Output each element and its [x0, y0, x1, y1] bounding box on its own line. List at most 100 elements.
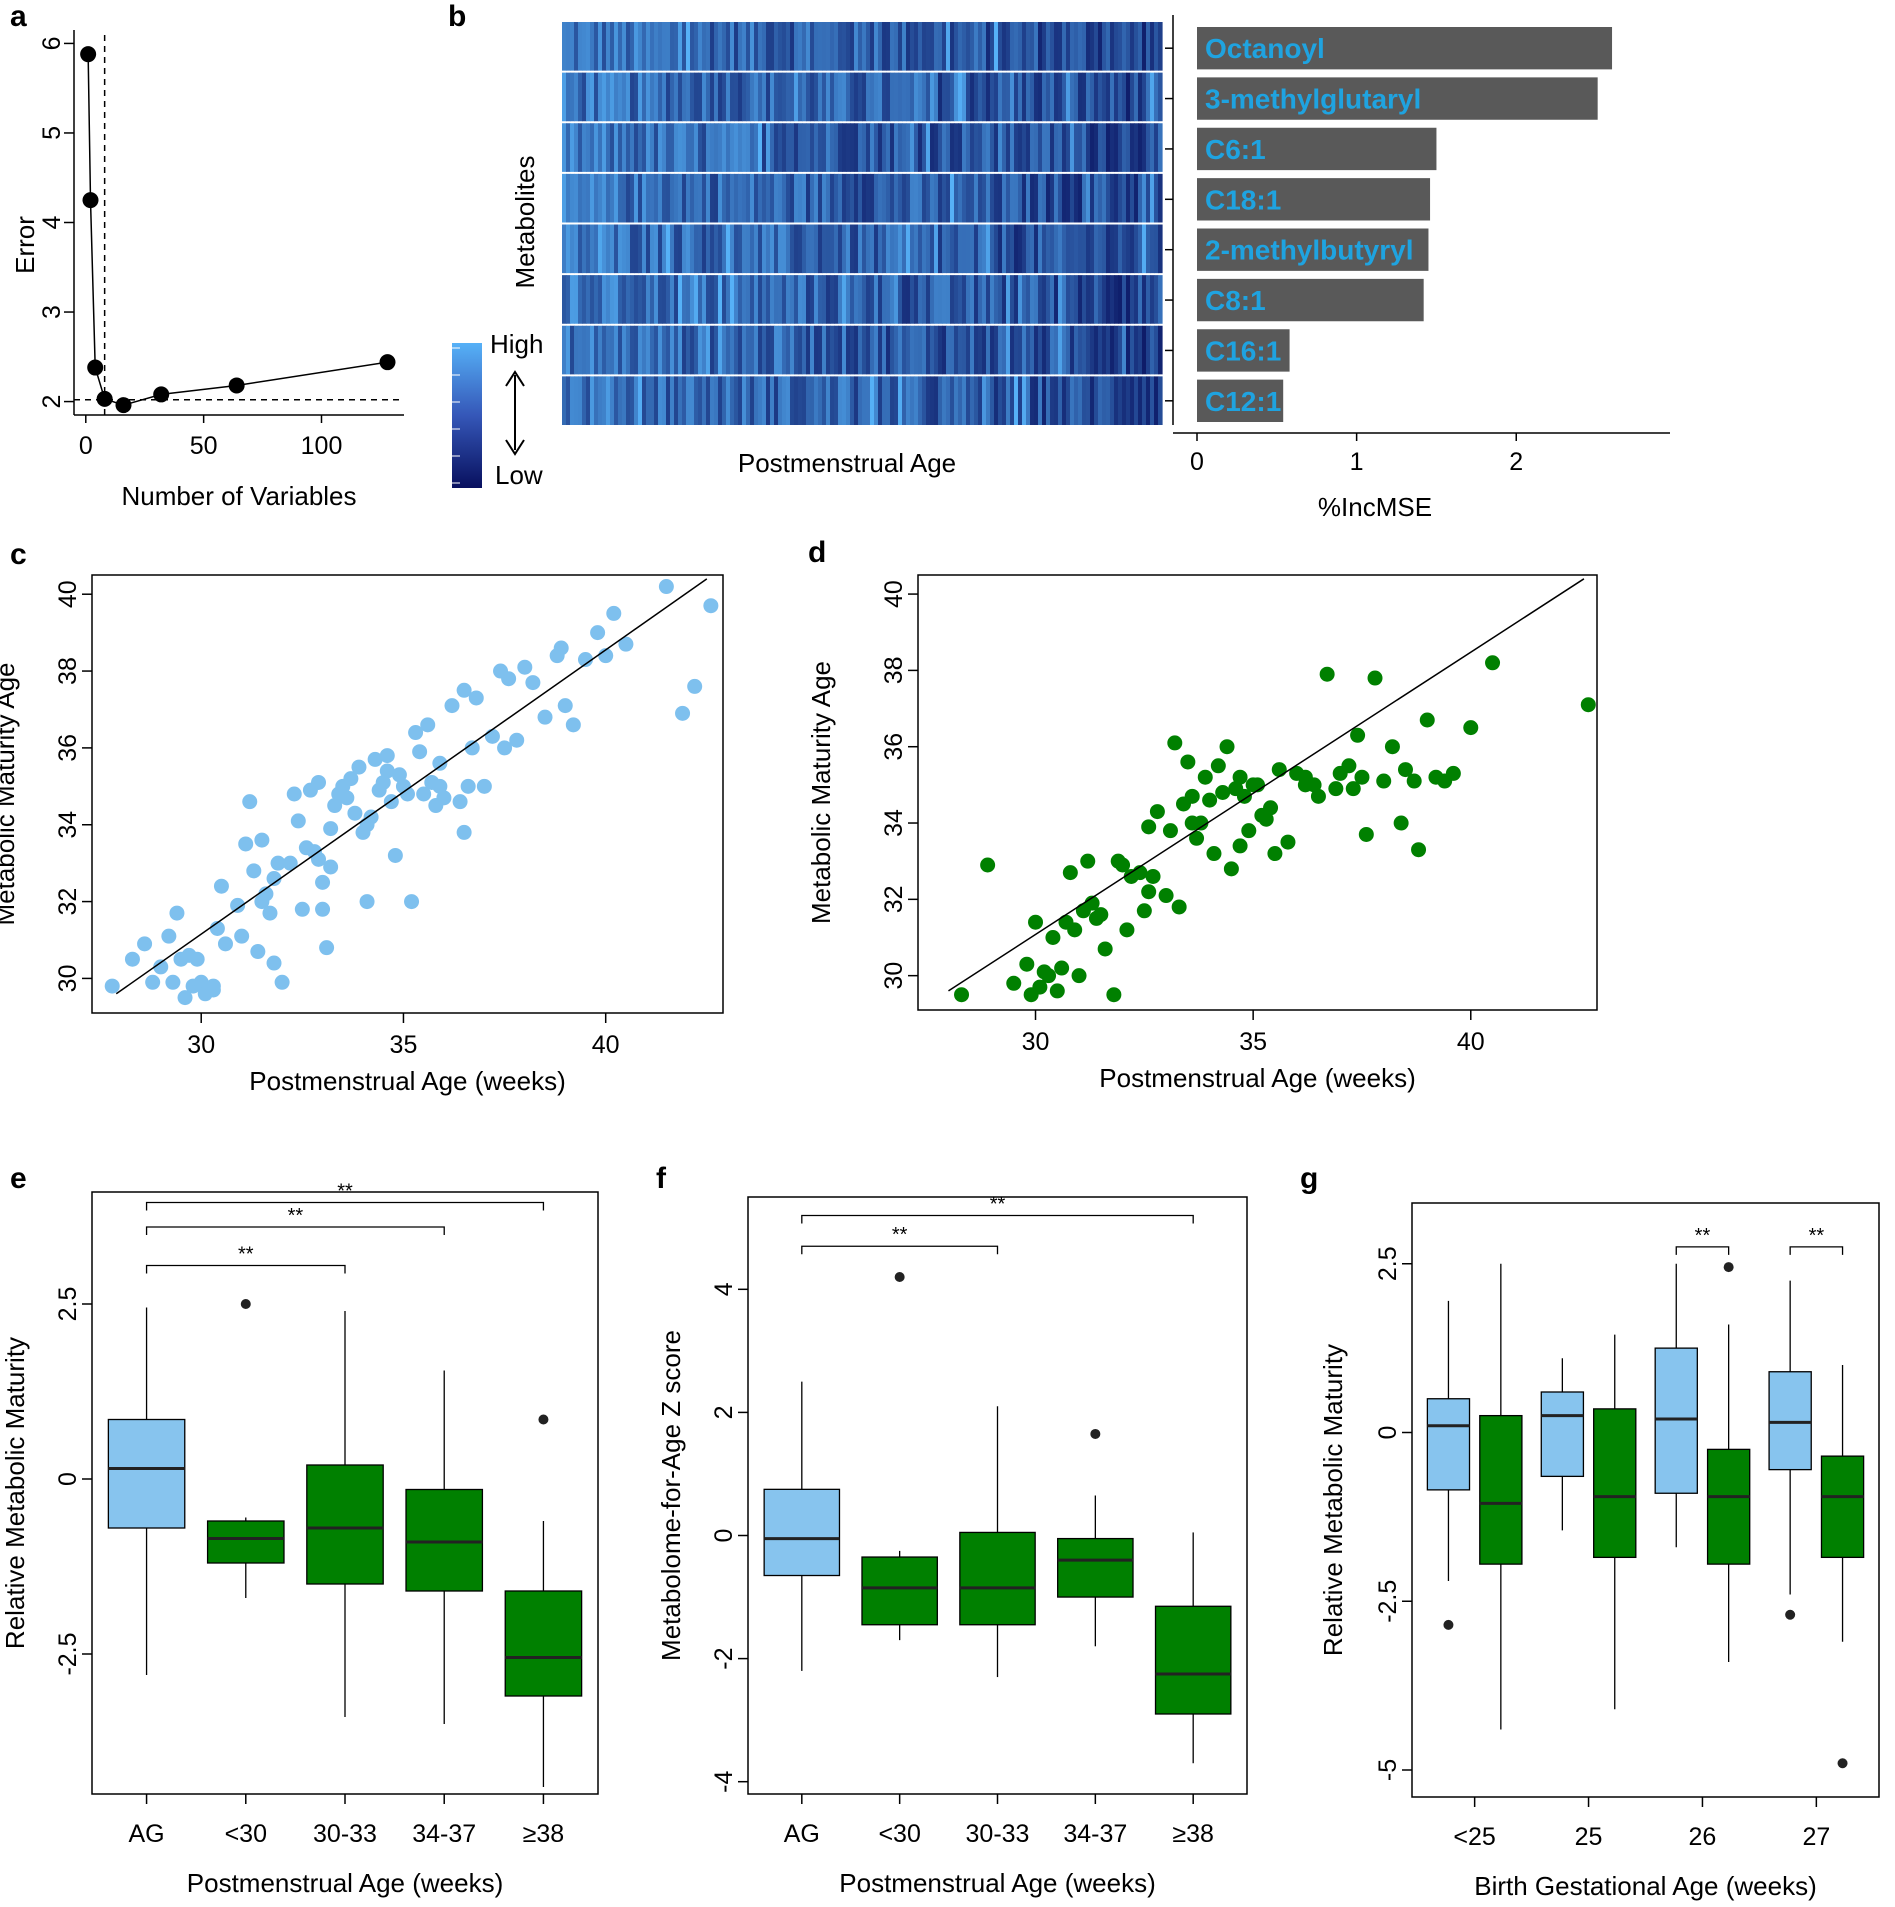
heatmap-cell — [882, 22, 887, 71]
data-point — [1149, 804, 1165, 820]
heatmap-cell — [1090, 173, 1095, 223]
heatmap-cell — [702, 376, 707, 425]
heatmap-cell — [650, 325, 655, 375]
heatmap-cell — [726, 123, 731, 172]
importance-bar — [1197, 77, 1598, 120]
heatmap-cell — [658, 224, 663, 274]
heatmap-cell — [1094, 72, 1099, 122]
heatmap-cell — [1114, 224, 1119, 274]
heatmap-cell — [714, 72, 719, 122]
heatmap-cell — [1142, 173, 1147, 223]
data-point — [1345, 781, 1361, 797]
heatmap-cell — [738, 275, 743, 324]
data-point — [456, 824, 472, 840]
heatmap-cell — [662, 22, 667, 71]
heatmap-cell — [1014, 72, 1019, 122]
heatmap-cell — [1050, 275, 1055, 324]
data-point — [420, 717, 436, 733]
y-tick-label: 32 — [54, 888, 82, 916]
heatmap-cell — [962, 72, 967, 122]
data-point — [1093, 907, 1109, 923]
heatmap-cell — [1078, 123, 1083, 172]
heatmap-cell — [1082, 275, 1087, 324]
heatmap-cell — [1058, 22, 1063, 71]
heatmap-cell — [1038, 275, 1043, 324]
data-point — [1376, 773, 1392, 789]
heatmap-cell — [1126, 376, 1131, 425]
heatmap-cell — [850, 376, 855, 425]
heatmap-cell — [682, 325, 687, 375]
heatmap-cell — [754, 325, 759, 375]
heatmap-cell — [958, 173, 963, 223]
heatmap-cell — [998, 123, 1003, 172]
y-tick-label: 36 — [880, 733, 908, 761]
data-point — [1297, 777, 1313, 793]
x-tick-label: 30-33 — [313, 1820, 377, 1848]
heatmap-cell — [906, 376, 911, 425]
heatmap-cell — [1026, 173, 1031, 223]
heatmap-cell — [770, 22, 775, 71]
heatmap-cell — [1050, 224, 1055, 274]
heatmap-cell — [722, 275, 727, 324]
heatmap-cell — [746, 22, 751, 71]
heatmap-cell — [650, 173, 655, 223]
significance-bracket — [1789, 1246, 1844, 1255]
heatmap-cell — [778, 325, 783, 375]
heatmap-cell — [1006, 325, 1011, 375]
data-point — [1367, 670, 1383, 686]
heatmap-cell — [638, 224, 643, 274]
heatmap-cell — [826, 376, 831, 425]
heatmap-cell — [674, 376, 679, 425]
heatmap-cell — [1030, 72, 1035, 122]
heatmap-cell — [870, 376, 875, 425]
outlier-point — [1090, 1428, 1101, 1439]
heatmap-cell — [714, 224, 719, 274]
heatmap-cell — [762, 22, 767, 71]
heatmap-cell — [642, 72, 647, 122]
data-point — [80, 46, 97, 63]
heatmap-cell — [570, 275, 575, 324]
heatmap-cell — [878, 72, 883, 122]
heatmap-cell — [946, 173, 951, 223]
heatmap-cell — [598, 72, 603, 122]
y-tick-label: 34 — [880, 809, 908, 837]
heatmap-cell — [1158, 173, 1163, 223]
data-point — [270, 855, 286, 871]
heatmap-cell — [754, 123, 759, 172]
heatmap-cell — [938, 72, 943, 122]
heatmap-cell — [1078, 325, 1083, 375]
heatmap-cell — [834, 22, 839, 71]
heatmap-cell — [1134, 72, 1139, 122]
heatmap-cell — [1038, 72, 1043, 122]
heatmap-cell — [926, 123, 931, 172]
heatmap-cell — [662, 275, 667, 324]
heatmap-cell — [1146, 275, 1151, 324]
data-point — [1067, 922, 1083, 938]
heatmap-cell — [590, 275, 595, 324]
heatmap-cell — [950, 275, 955, 324]
heatmap-cell — [678, 123, 683, 172]
heatmap-cell — [618, 275, 623, 324]
heatmap-cell — [614, 376, 619, 425]
heatmap-cell — [634, 22, 639, 71]
heatmap-cell — [710, 224, 715, 274]
heatmap-cell — [1018, 275, 1023, 324]
heatmap-cell — [806, 224, 811, 274]
heatmap-cell — [718, 224, 723, 274]
heatmap-cell — [882, 376, 887, 425]
heatmap-cell — [1154, 325, 1159, 375]
heatmap-cell — [802, 224, 807, 274]
data-point — [1263, 800, 1279, 816]
heatmap-cell — [570, 22, 575, 71]
data-point — [1167, 735, 1183, 751]
data-point — [456, 682, 472, 698]
heatmap-cell — [694, 224, 699, 274]
heatmap-cell — [1126, 275, 1131, 324]
heatmap-cell — [942, 376, 947, 425]
heatmap-cell — [674, 22, 679, 71]
data-point — [1041, 968, 1057, 984]
heatmap-cell — [814, 376, 819, 425]
significance-bracket — [145, 1201, 545, 1211]
heatmap-cell — [970, 22, 975, 71]
